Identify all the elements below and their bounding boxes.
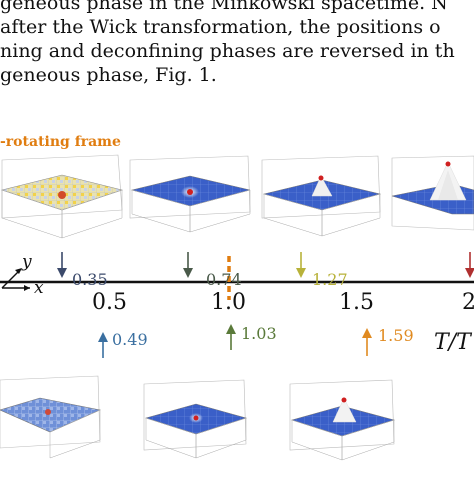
bottom-marker-label-2: 1.03 <box>241 324 277 343</box>
top-marker-label-3: 1.27 <box>312 270 348 289</box>
top-marker-label-2: 0.74 <box>206 270 242 289</box>
heatmap-panel-top-2 <box>129 155 251 233</box>
bottom-marker-label-1: 0.49 <box>112 330 148 349</box>
heatmap-panel-top-3 <box>261 155 382 237</box>
axes-indicator <box>1 268 30 291</box>
heatmap-panel-bottom-3 <box>289 379 396 461</box>
heatmap-panel-bottom-2 <box>143 379 248 459</box>
paragraph-line: after the Wick transformation, the posit… <box>0 16 441 38</box>
axis-y-symbol: y <box>22 252 32 272</box>
paragraph-line: ning and deconfining phases are reversed… <box>0 40 455 62</box>
bottom-marker-label-3: 1.59 <box>378 326 414 345</box>
frame-label: -rotating frame <box>0 134 121 150</box>
heatmap-panel-top-4 <box>391 155 474 231</box>
top-marker-label-1: 0.35 <box>72 270 108 289</box>
axis-x-symbol: x <box>34 278 44 298</box>
top-marker-4 <box>465 252 474 278</box>
paragraph-line: geneous phase, Fig. 1. <box>0 64 217 86</box>
top-marker-1 <box>57 252 67 278</box>
bottom-marker-1 <box>98 332 108 358</box>
tick-label: 1.5 <box>339 290 374 315</box>
bottom-marker-3 <box>362 328 372 356</box>
tick-label: 0.5 <box>92 290 127 315</box>
heatmap-panel-bottom-1 <box>0 375 101 459</box>
bottom-marker-2 <box>226 324 236 350</box>
top-marker-2 <box>183 252 193 278</box>
top-marker-3 <box>296 252 306 278</box>
heatmap-panel-top-1 <box>0 154 124 239</box>
paragraph-line: geneous phase in the Minkowski spacetime… <box>0 0 448 14</box>
tick-label: 2 <box>462 290 474 315</box>
tick-label: 1.0 <box>211 290 246 315</box>
t-axis-label: T/T <box>434 330 471 355</box>
